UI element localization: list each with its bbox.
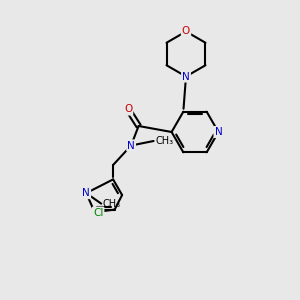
Text: CH₃: CH₃ [155,136,173,146]
Text: O: O [124,104,132,115]
Text: N: N [127,140,135,151]
Text: O: O [182,26,190,37]
Text: N: N [182,71,190,82]
Text: N: N [82,188,90,198]
Text: Cl: Cl [93,208,104,218]
Text: N: N [214,127,222,137]
Text: CH₃: CH₃ [103,199,121,208]
